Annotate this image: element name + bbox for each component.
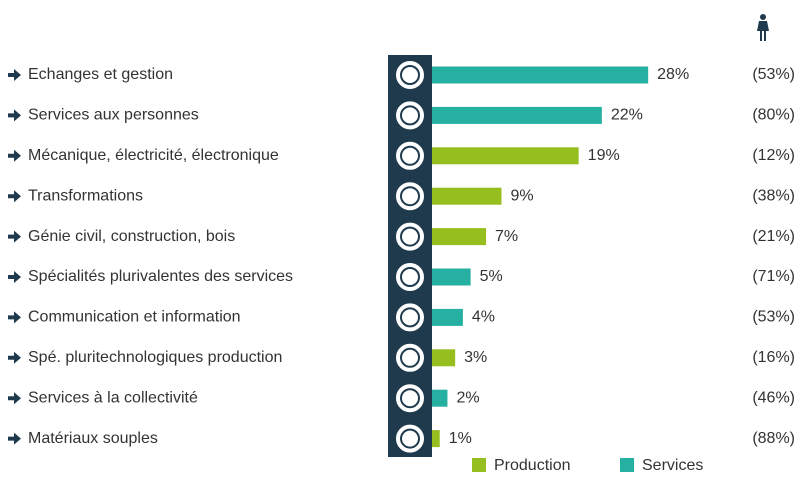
female-share-label: (12%) <box>752 147 795 164</box>
sector-icon-inner <box>400 145 420 166</box>
sector-icon-inner <box>400 307 420 328</box>
value-label: 28% <box>657 66 689 83</box>
category-label: Spécialités plurivalentes des services <box>28 268 293 285</box>
bar <box>432 228 487 246</box>
bullet-arrow <box>8 149 21 162</box>
bar <box>432 66 649 84</box>
value-label: 9% <box>510 187 533 204</box>
bar <box>432 430 440 448</box>
sector-icon <box>394 341 426 374</box>
value-label: 22% <box>611 107 643 124</box>
category-label: Communication et information <box>28 309 241 326</box>
value-label: 4% <box>472 309 495 326</box>
bullet-arrow <box>8 311 21 324</box>
female-icon <box>757 14 769 41</box>
bullet-arrow <box>8 392 21 405</box>
female-share-label: (46%) <box>752 389 795 406</box>
category-label: Matériaux souples <box>28 430 158 447</box>
female-share-label: (53%) <box>752 309 795 326</box>
sector-icon <box>394 99 426 132</box>
sector-icon-inner <box>400 65 420 85</box>
bullet-arrow <box>8 432 21 445</box>
female-share-label: (53%) <box>752 66 795 83</box>
legend-label: Services <box>642 457 703 474</box>
sector-icon-inner <box>400 226 420 247</box>
bar <box>432 389 448 407</box>
sector-icon <box>394 301 426 334</box>
category-label: Génie civil, construction, bois <box>28 228 235 245</box>
sector-icon <box>394 59 426 91</box>
sector-icon <box>394 382 426 415</box>
bullet-arrow <box>8 351 21 364</box>
bar <box>432 349 456 367</box>
sector-icon <box>394 261 426 293</box>
value-label: 3% <box>464 349 487 366</box>
category-label: Mécanique, électricité, électronique <box>28 147 279 164</box>
female-share-label: (21%) <box>752 228 795 245</box>
female-share-label: (71%) <box>752 268 795 285</box>
value-label: 2% <box>456 389 479 406</box>
value-label: 7% <box>495 228 518 245</box>
legend-label: Production <box>494 457 571 474</box>
legend-swatch <box>472 458 486 472</box>
bar <box>432 268 471 286</box>
sector-icon <box>394 422 426 455</box>
bullet-arrow <box>8 190 21 203</box>
value-label: 1% <box>449 430 472 447</box>
bar <box>432 106 602 124</box>
value-label: 19% <box>588 147 620 164</box>
bullet-arrow <box>8 69 21 81</box>
bullet-arrow <box>8 271 21 283</box>
sector-icon <box>394 139 426 172</box>
sector-icon-inner <box>400 267 420 287</box>
sector-icon-inner <box>400 428 420 449</box>
category-label: Services à la collectivité <box>28 389 198 406</box>
bullet-arrow <box>8 230 21 243</box>
category-label: Services aux personnes <box>28 107 199 124</box>
female-share-label: (88%) <box>752 430 795 447</box>
value-label: 5% <box>480 268 503 285</box>
bar <box>432 308 463 326</box>
female-share-label: (16%) <box>752 349 795 366</box>
sector-icon-inner <box>400 186 420 207</box>
sector-icon-inner <box>400 388 420 409</box>
category-label: Spé. pluritechnologiques production <box>28 349 282 366</box>
sector-icon-inner <box>400 347 420 368</box>
legend-swatch <box>620 458 634 472</box>
female-share-label: (80%) <box>752 107 795 124</box>
bullet-arrow <box>8 109 21 122</box>
sector-icon <box>394 220 426 253</box>
female-share-label: (38%) <box>752 187 795 204</box>
sector-icon <box>394 180 426 213</box>
bar <box>432 187 502 205</box>
category-label: Transformations <box>28 187 143 204</box>
bar <box>432 147 579 165</box>
sector-icon-inner <box>400 105 420 126</box>
category-label: Echanges et gestion <box>28 66 173 83</box>
legend: Production Services <box>472 457 703 474</box>
